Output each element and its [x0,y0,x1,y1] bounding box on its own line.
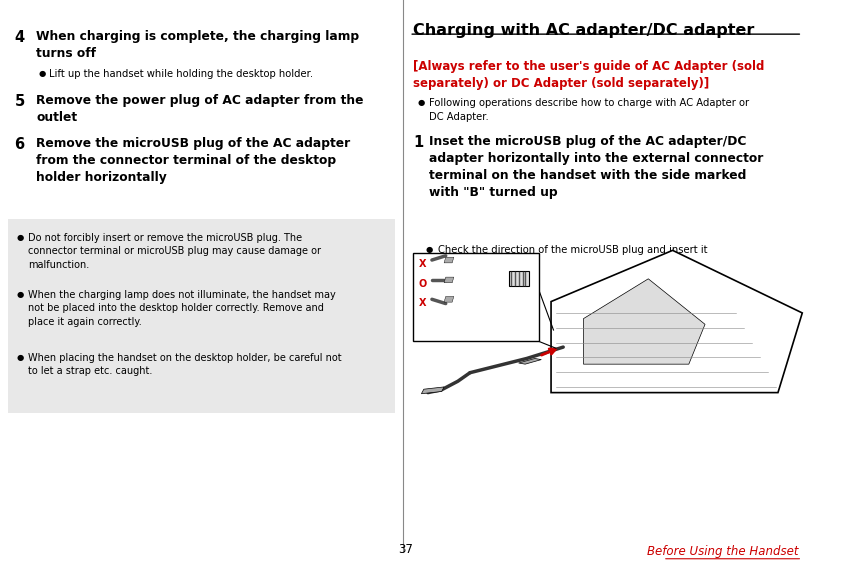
Text: Charging with AC adapter/DC adapter: Charging with AC adapter/DC adapter [413,23,754,38]
Text: ●: ● [418,98,424,108]
Text: Before Using the Handset: Before Using the Handset [647,545,798,558]
Text: 1: 1 [413,135,424,150]
Text: Following operations describe how to charge with AC Adapter or
DC Adapter.: Following operations describe how to cha… [429,98,749,122]
FancyBboxPatch shape [509,271,529,286]
Text: ●: ● [16,290,24,299]
Text: ●: ● [16,233,24,242]
Text: O: O [419,279,427,289]
Text: When charging is complete, the charging lamp
turns off: When charging is complete, the charging … [36,30,360,60]
Text: 37: 37 [397,543,413,556]
Text: X: X [419,259,426,269]
Polygon shape [444,257,454,263]
Text: Do not forcibly insert or remove the microUSB plug. The
connector terminal or mi: Do not forcibly insert or remove the mic… [29,233,322,270]
Text: Check the direction of the microUSB plug and insert it
horizontally.: Check the direction of the microUSB plug… [438,245,707,268]
Text: When the charging lamp does not illuminate, the handset may
not be placed into t: When the charging lamp does not illumina… [29,290,336,327]
Text: Remove the microUSB plug of the AC adapter
from the connector terminal of the de: Remove the microUSB plug of the AC adapt… [36,137,351,184]
Text: 5: 5 [14,94,24,109]
Text: 6: 6 [14,137,24,151]
Text: Inset the microUSB plug of the AC adapter/DC
adapter horizontally into the exter: Inset the microUSB plug of the AC adapte… [429,135,764,199]
Text: ●: ● [39,69,46,79]
Polygon shape [421,387,444,394]
Polygon shape [444,277,454,283]
FancyBboxPatch shape [8,219,396,413]
Text: 4: 4 [14,30,24,44]
Text: X: X [419,298,426,308]
Text: Lift up the handset while holding the desktop holder.: Lift up the handset while holding the de… [49,69,312,80]
Polygon shape [584,279,705,364]
Text: Remove the power plug of AC adapter from the
outlet: Remove the power plug of AC adapter from… [36,94,364,124]
Text: When placing the handset on the desktop holder, be careful not
to let a strap et: When placing the handset on the desktop … [29,353,342,376]
FancyBboxPatch shape [413,253,539,341]
Text: ●: ● [425,245,433,254]
Polygon shape [444,296,454,302]
Polygon shape [551,250,802,393]
Text: ●: ● [16,353,24,362]
Polygon shape [519,358,541,364]
Text: [Always refer to the user's guide of AC Adapter (sold
separately) or DC Adapter : [Always refer to the user's guide of AC … [413,60,765,90]
